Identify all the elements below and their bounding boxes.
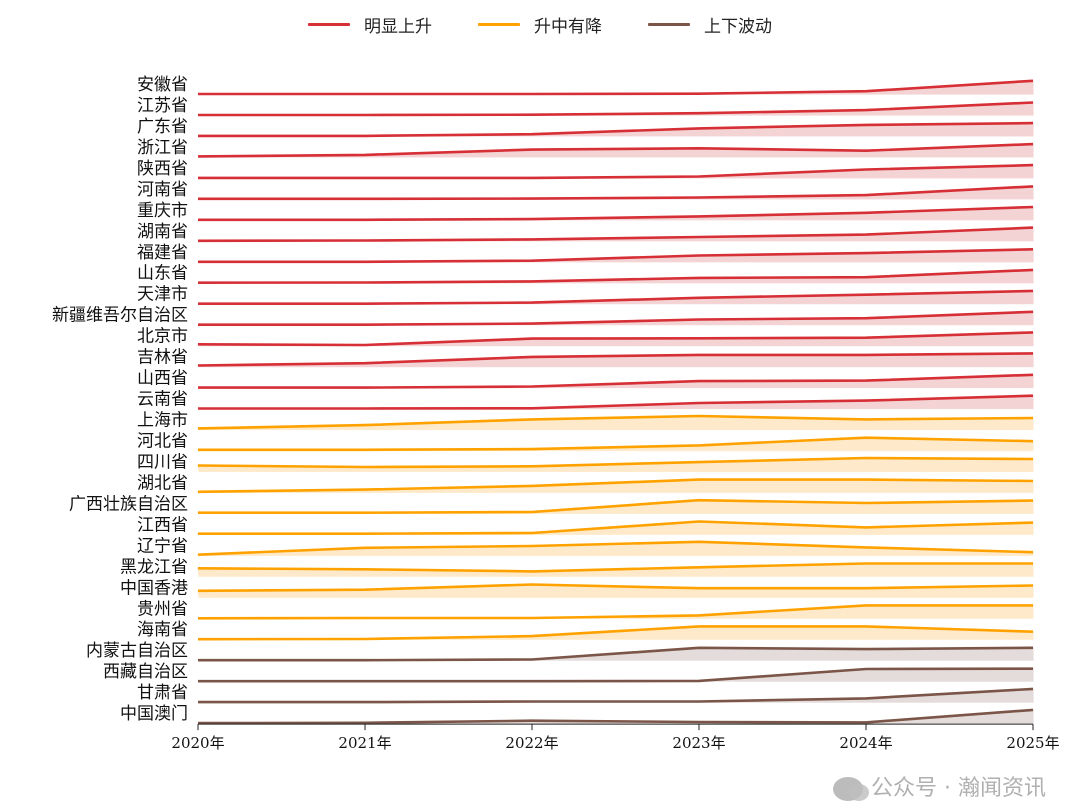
series-line [198, 520, 1034, 536]
series-line [198, 289, 1034, 306]
row-label: 浙江省 [137, 138, 188, 158]
row-label: 甘肃省 [137, 683, 188, 703]
series-line [197, 540, 1034, 556]
row-label: 四川省 [137, 452, 188, 472]
series-line [197, 562, 1033, 573]
row-label: 云南省 [137, 390, 188, 410]
series-line [198, 101, 1034, 117]
legend-label: 升中有降 [534, 17, 602, 37]
series-line [198, 498, 1034, 515]
row-label: 吉林省 [137, 348, 188, 368]
row-label: 福建省 [137, 243, 188, 263]
series-line [198, 667, 1034, 683]
area-fill [197, 668, 1034, 682]
legend: 明显上升 升中有降 上下波动 [0, 12, 1080, 37]
row-label: 上海市 [137, 411, 188, 431]
row-label: 江苏省 [137, 96, 188, 116]
series-line [197, 456, 1034, 469]
row-label: 山西省 [137, 369, 188, 389]
row-label: 江西省 [137, 515, 188, 535]
row-label: 海南省 [137, 620, 188, 640]
row-label: 内蒙古自治区 [86, 641, 188, 661]
row-label: 贵州省 [137, 599, 188, 619]
watermark-text: 公众号 · 瀚闻资讯 [871, 776, 1046, 801]
legend-item-fluctuating: 上下波动 [648, 12, 772, 37]
row-label: 河南省 [137, 180, 188, 200]
x-tick-label: 2022年 [505, 734, 558, 752]
row-label: 河北省 [137, 431, 188, 451]
series-line [197, 414, 1034, 430]
legend-swatch [478, 23, 520, 26]
series-line [197, 478, 1034, 494]
row-label: 中国澳门 [120, 704, 188, 724]
legend-item-rising: 明显上升 [308, 12, 432, 37]
series-line [197, 226, 1034, 243]
row-label: 陕西省 [137, 159, 188, 179]
legend-label: 明显上升 [364, 17, 432, 37]
row-label: 广西壮族自治区 [69, 494, 188, 514]
legend-label: 上下波动 [704, 17, 772, 37]
row-label: 重庆市 [137, 201, 188, 221]
series-line [198, 248, 1034, 264]
series-line [198, 79, 1034, 96]
series-line [197, 583, 1034, 593]
series-line [198, 205, 1034, 222]
row-label: 山东省 [137, 264, 188, 284]
series-line [197, 331, 1034, 347]
row-label: 西藏自治区 [103, 662, 188, 682]
row-label: 辽宁省 [137, 536, 188, 556]
series-line [197, 604, 1033, 620]
row-label: 广东省 [137, 117, 188, 137]
series-line [198, 185, 1034, 201]
row-label: 安徽省 [137, 75, 188, 95]
series-line [198, 163, 1034, 180]
row-label: 中国香港 [120, 578, 188, 598]
series-line [197, 268, 1034, 285]
row-label: 天津市 [137, 285, 188, 305]
series-line [198, 394, 1034, 410]
series-line [198, 310, 1034, 327]
x-tick-label: 2023年 [672, 734, 725, 752]
series-line [198, 687, 1034, 704]
wechat-icon [833, 777, 870, 801]
row-label: 湖北省 [137, 473, 188, 493]
series-line [198, 436, 1034, 452]
legend-swatch [308, 23, 350, 26]
series-line [198, 646, 1034, 662]
row-label: 北京市 [137, 327, 188, 347]
x-tick-label: 2021年 [338, 734, 391, 752]
series-line [198, 373, 1034, 389]
x-tick-label: 2020年 [171, 734, 224, 752]
series-line [197, 352, 1034, 367]
watermark: 公众号 · 瀚闻资讯 [833, 776, 1046, 802]
row-label: 湖南省 [137, 222, 188, 242]
legend-swatch [648, 23, 690, 26]
series-line [197, 142, 1034, 158]
series-line [198, 121, 1034, 138]
row-label: 黑龙江省 [120, 557, 188, 577]
x-tick-label: 2024年 [839, 734, 892, 752]
legend-item-rise-with-dips: 升中有降 [478, 12, 602, 37]
x-tick-label: 2025年 [1006, 734, 1059, 752]
series-line [197, 625, 1034, 641]
area-fill [197, 374, 1034, 389]
series-line [197, 708, 1034, 725]
row-label: 新疆维吾尔自治区 [52, 306, 188, 326]
